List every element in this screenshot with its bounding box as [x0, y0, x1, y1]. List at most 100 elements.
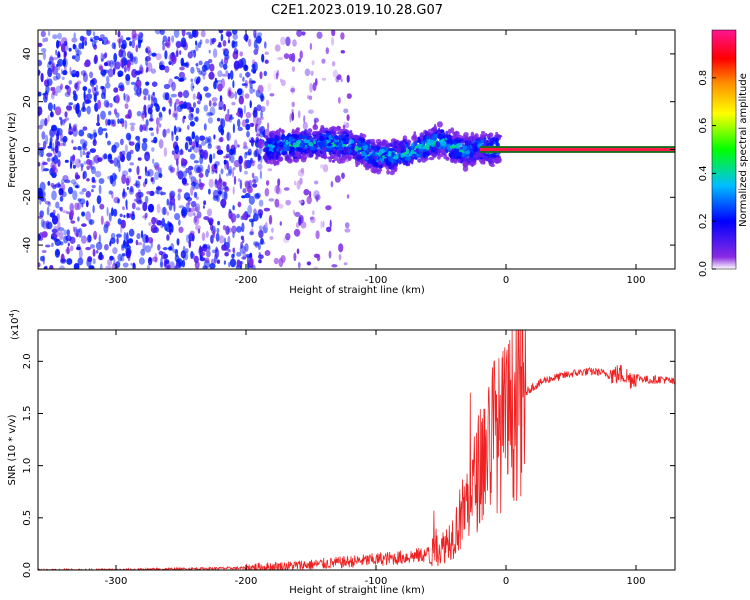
noise-blob: [300, 221, 307, 229]
noise-blob: [151, 81, 158, 87]
noise-blob: [190, 251, 194, 259]
noise-blob: [199, 39, 203, 45]
noise-blob: [314, 180, 319, 185]
noise-blob: [147, 237, 154, 244]
signal-blob: [301, 152, 305, 159]
noise-blob: [338, 253, 342, 261]
noise-blob: [120, 43, 127, 49]
noise-blob: [170, 93, 177, 98]
noise-blob: [240, 235, 244, 240]
noise-blob: [233, 139, 238, 150]
signal-blob: [277, 147, 283, 151]
noise-blob: [93, 132, 98, 138]
signal-blob: [428, 156, 435, 161]
noise-blob: [62, 138, 67, 147]
noise-blob: [202, 265, 208, 269]
x-tick-label: 100: [626, 275, 645, 286]
noise-blob: [166, 128, 171, 134]
figure-title: C2E1.2023.019.10.28.G07: [271, 3, 443, 18]
noise-blob: [142, 201, 148, 212]
noise-blob: [184, 248, 189, 254]
noise-blob: [298, 216, 302, 226]
noise-blob: [258, 199, 264, 207]
noise-blob: [245, 123, 251, 131]
noise-blob: [197, 228, 201, 234]
noise-blob: [68, 47, 72, 52]
signal-blob: [340, 135, 345, 138]
noise-blob: [80, 235, 87, 244]
noise-blob: [83, 90, 86, 101]
noise-blob: [74, 53, 81, 63]
noise-blob: [240, 57, 247, 68]
noise-blob: [120, 138, 124, 146]
signal-blob: [398, 159, 402, 165]
noise-blob: [180, 209, 186, 217]
signal-blob: [360, 159, 363, 166]
noise-blob: [181, 30, 186, 37]
noise-blob: [87, 256, 93, 263]
signal-blob: [280, 128, 285, 135]
noise-blob: [222, 181, 227, 187]
noise-blob: [222, 224, 227, 231]
noise-blob: [274, 198, 280, 208]
noise-blob: [95, 84, 99, 92]
noise-blob: [122, 206, 125, 211]
noise-blob: [192, 30, 197, 37]
noise-blob: [41, 48, 47, 53]
noise-blob: [216, 227, 220, 234]
noise-blob: [126, 186, 129, 190]
noise-blob: [59, 231, 64, 240]
noise-blob: [104, 244, 109, 251]
noise-blob: [99, 34, 105, 39]
noise-blob: [193, 49, 197, 58]
noise-blob: [162, 247, 168, 251]
signal-blob: [346, 137, 349, 143]
noise-blob: [283, 187, 290, 191]
noise-blob: [311, 60, 315, 66]
signal-blob: [293, 142, 297, 147]
x-tick-label: 0: [503, 275, 509, 286]
noise-blob: [47, 102, 53, 111]
noise-blob: [96, 113, 100, 124]
noise-blob: [243, 104, 246, 115]
noise-blob: [97, 157, 103, 163]
noise-blob: [219, 190, 222, 197]
noise-blob: [252, 183, 258, 188]
signal-blob: [264, 156, 269, 163]
noise-blob: [239, 179, 243, 190]
noise-blob: [226, 144, 230, 153]
noise-blob: [277, 178, 281, 187]
signal-blob: [385, 143, 392, 148]
noise-blob: [171, 224, 174, 233]
noise-blob: [164, 65, 170, 73]
noise-blob: [206, 111, 213, 117]
noise-blob: [93, 93, 97, 103]
noise-blob: [169, 195, 176, 206]
noise-blob: [188, 113, 194, 121]
noise-blob: [128, 168, 132, 173]
noise-blob: [110, 232, 116, 240]
noise-blob: [129, 185, 134, 193]
noise-blob: [178, 226, 184, 233]
noise-blob: [249, 100, 252, 109]
noise-blob: [38, 146, 41, 156]
signal-blob: [398, 156, 401, 159]
noise-blob: [126, 62, 131, 72]
noise-blob: [264, 128, 270, 137]
x-tick-label: -100: [365, 275, 388, 286]
y-tick-label: -20: [22, 189, 33, 205]
signal-blob: [431, 149, 436, 153]
noise-blob: [228, 261, 231, 268]
noise-blob: [150, 132, 155, 137]
noise-blob: [338, 96, 341, 104]
signal-blob: [413, 131, 417, 135]
signal-blob: [414, 139, 418, 146]
noise-blob: [122, 194, 126, 199]
noise-blob: [87, 88, 92, 94]
noise-blob: [205, 136, 209, 144]
signal-blob: [348, 139, 355, 145]
signal-blob: [419, 132, 425, 138]
signal-blob: [418, 151, 423, 157]
noise-blob: [174, 213, 181, 221]
noise-blob: [46, 206, 50, 216]
